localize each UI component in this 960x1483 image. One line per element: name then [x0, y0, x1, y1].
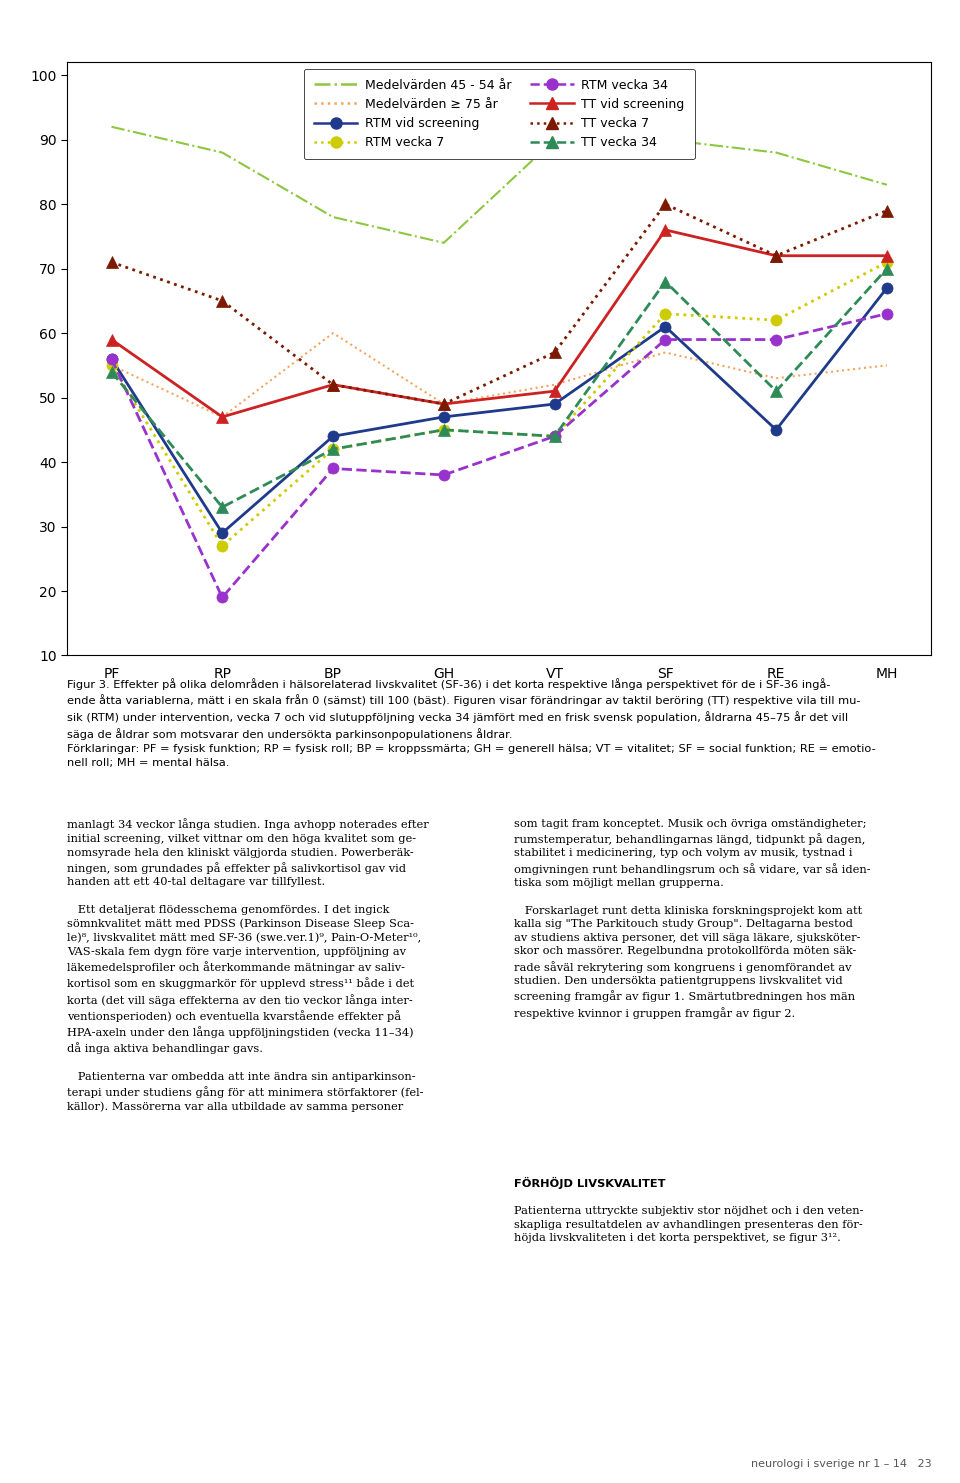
Text: neurologi i sverige nr 1 – 14   23: neurologi i sverige nr 1 – 14 23: [751, 1459, 931, 1470]
Text: som tagit fram konceptet. Musik och övriga omständigheter;
rumstemperatur, behan: som tagit fram konceptet. Musik och övri…: [514, 819, 870, 1019]
Text: Figur 3. Effekter på olika delområden i hälsorelaterad livskvalitet (SF-36) i de: Figur 3. Effekter på olika delområden i …: [67, 678, 876, 768]
Legend: Medelvärden 45 - 54 år, Medelvärden ≥ 75 år, RTM vid screening, RTM vecka 7, RTM: Medelvärden 45 - 54 år, Medelvärden ≥ 75…: [303, 68, 695, 159]
Text: manlagt 34 veckor långa studien. Inga avhopp noterades efter
initial screening, : manlagt 34 veckor långa studien. Inga av…: [67, 819, 429, 1112]
Text: FÖRHÖJD LIVSKVALITET: FÖRHÖJD LIVSKVALITET: [514, 1178, 665, 1189]
Text: Patienterna uttryckte subjektiv stor nöjdhet och i den veten-
skapliga resultatd: Patienterna uttryckte subjektiv stor nöj…: [514, 1206, 863, 1243]
